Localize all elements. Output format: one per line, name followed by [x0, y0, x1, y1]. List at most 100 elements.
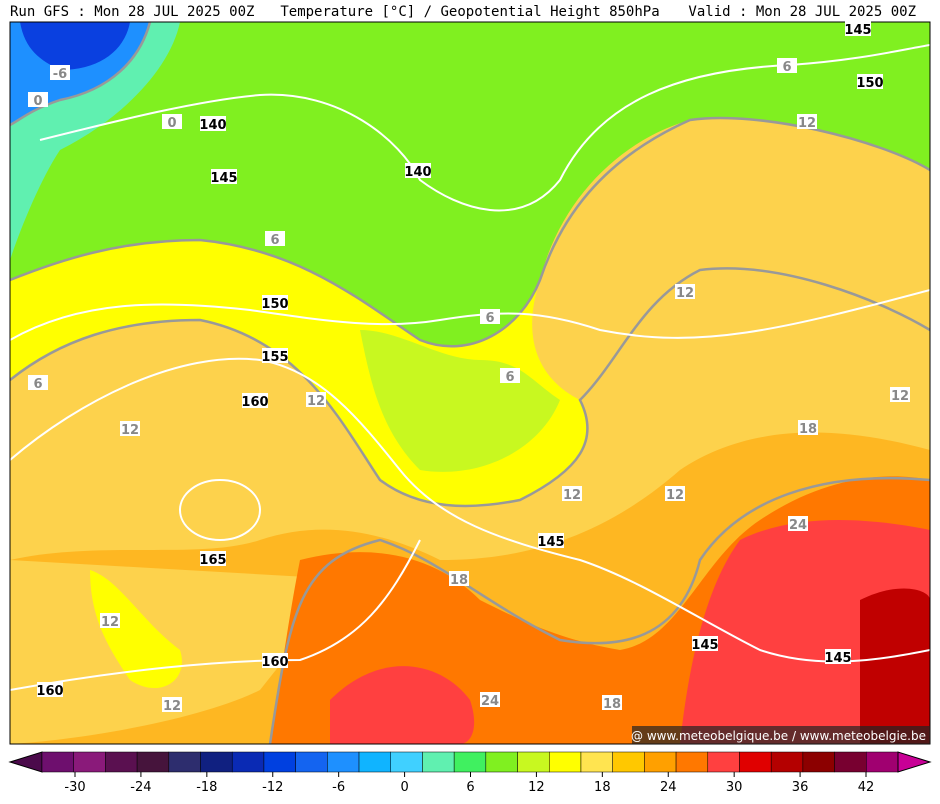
temp-label-bg: [28, 92, 48, 107]
height-label-bg: [262, 348, 288, 363]
colorbar-swatch: [612, 751, 645, 773]
temp-label-bg: [562, 486, 582, 501]
temp-label-bg: [162, 114, 182, 129]
temp-label-bg: [665, 486, 685, 501]
temp-label: 6: [270, 233, 279, 248]
colorbar-tick-label: -18: [196, 780, 217, 795]
colorbar-swatch: [422, 751, 455, 773]
header-right: Valid : Mon 28 JUL 2025 00Z: [688, 4, 916, 20]
colorbar-arrow-left: [8, 751, 43, 773]
temp-label-bg: [449, 571, 469, 586]
temp-label: 24: [481, 694, 499, 709]
height-label-bg: [37, 682, 63, 697]
temp-label-bg: [480, 692, 500, 707]
temp-label: 6: [33, 377, 42, 392]
colorbar-swatch: [517, 751, 550, 773]
colorbar-tick-label: -12: [262, 780, 283, 795]
temp-label-bg: [797, 114, 817, 129]
colorbar-swatch: [802, 751, 835, 773]
height-label: 145: [844, 23, 871, 38]
temp-label: 18: [450, 573, 468, 588]
temp-label-bg: [120, 421, 140, 436]
colorbar-swatch: [770, 751, 804, 773]
colorbar-swatch: [200, 751, 233, 773]
colorbar-swatch: [580, 751, 613, 773]
temp-label: 18: [603, 697, 621, 712]
temp-label-bg: [100, 613, 120, 628]
height-label-bg: [825, 649, 851, 664]
colorbar-swatch: [453, 751, 487, 773]
temp-label: -6: [53, 67, 67, 82]
credit: @ www.meteobelgique.be / www.meteobelgie…: [631, 729, 926, 743]
colorbar-swatch: [485, 751, 518, 773]
temp-label: 12: [563, 488, 581, 503]
height-label-bg: [692, 636, 718, 651]
temp-label-bg: [265, 231, 285, 246]
temp-label: 12: [121, 423, 139, 438]
temp-label-bg: [500, 368, 520, 383]
colorbar-swatch: [675, 751, 709, 773]
colorbar-swatch: [644, 751, 677, 773]
height-label: 150: [856, 76, 883, 91]
colorbar-swatch: [866, 751, 899, 773]
height-label: 160: [36, 684, 63, 699]
temp-label: 6: [782, 60, 791, 75]
temp-label-bg: [306, 392, 326, 407]
colorbar-swatch: [549, 751, 582, 773]
temp-label: 24: [789, 518, 807, 533]
height-label: 140: [404, 165, 431, 180]
colorbar-tick-label: 18: [594, 780, 611, 795]
height-label-bg: [262, 653, 288, 668]
header-center: Temperature [°C] / Geopotential Height 8…: [280, 4, 659, 20]
height-label-bg: [857, 74, 883, 89]
map: [10, 22, 930, 744]
height-label: 165: [199, 553, 226, 568]
temp-label-bg: [788, 516, 808, 531]
temp-label: 18: [799, 422, 817, 437]
colorbar-swatch: [168, 751, 201, 773]
colorbar-swatch: [327, 751, 360, 773]
temp-label-bg: [798, 420, 818, 435]
height-label-bg: [405, 163, 431, 178]
height-label-bg: [200, 116, 226, 131]
temp-label: 12: [676, 286, 694, 301]
colorbar-swatch: [358, 751, 391, 773]
temp-label: 12: [891, 389, 909, 404]
temp-label-bg: [777, 58, 797, 73]
height-label: 145: [691, 638, 718, 653]
colorbar-swatch: [390, 751, 423, 773]
colorbar-tick-label: 24: [660, 780, 677, 795]
colorbar-tick-label: -6: [332, 780, 345, 795]
colorbar-tick-label: 42: [858, 780, 875, 795]
temp-label-bg: [890, 387, 910, 402]
temp-label-bg: [480, 309, 500, 324]
colorbar-swatch: [739, 751, 772, 773]
header-left: Run GFS : Mon 28 JUL 2025 00Z: [10, 4, 254, 20]
temp-label: 12: [798, 116, 816, 131]
temp-label: 0: [167, 116, 176, 131]
map-frame: [9, 21, 931, 745]
colorbar-swatch: [707, 751, 740, 773]
height-label-bg: [262, 295, 288, 310]
temp-label: 6: [505, 370, 514, 385]
height-label-bg: [538, 533, 564, 548]
height-label-bg: [242, 393, 268, 408]
colorbar-swatch: [73, 751, 106, 773]
colorbar-swatch: [263, 751, 296, 773]
colorbar-swatch: [41, 751, 74, 773]
height-label: 140: [199, 118, 226, 133]
temp-label-bg: [162, 697, 182, 712]
height-label: 150: [261, 297, 288, 312]
colorbar-tick-label: 6: [466, 780, 474, 795]
colorbar-swatch: [295, 751, 328, 773]
colorbar-tick-label: -24: [130, 780, 151, 795]
height-label-bg: [845, 21, 871, 36]
height-label-bg: [211, 169, 237, 184]
colorbar-swatch: [231, 751, 265, 773]
temp-label: 12: [666, 488, 684, 503]
height-label-bg: [200, 551, 226, 566]
temp-label: 0: [33, 94, 42, 109]
colorbar-swatch: [136, 751, 170, 773]
colorbar-tick-label: 30: [726, 780, 743, 795]
